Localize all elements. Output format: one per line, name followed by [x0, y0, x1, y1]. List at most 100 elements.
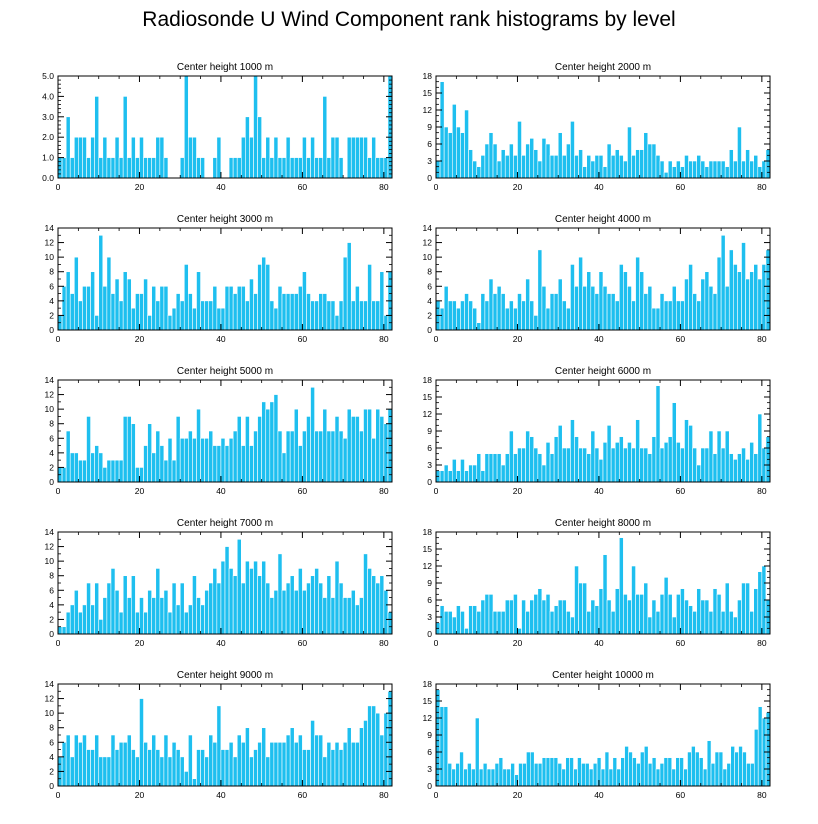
histogram-bar	[468, 605, 473, 635]
histogram-bar	[509, 430, 514, 483]
histogram-panel: Center height 7000 m 0 20 40 60 80 0 2 4 6 8 10 12 14	[45, 518, 393, 648]
histogram-bar	[467, 763, 472, 787]
histogram-bar	[655, 307, 661, 331]
histogram-bar	[135, 467, 140, 483]
histogram-bar	[753, 264, 759, 331]
histogram-bar	[745, 278, 750, 331]
histogram-bar	[557, 132, 563, 179]
histogram-bar	[240, 582, 246, 635]
histogram-bar	[720, 234, 726, 331]
histogram-bar	[261, 560, 267, 635]
histogram-bar	[728, 453, 734, 483]
histogram-bar	[704, 271, 710, 331]
histogram-bar	[541, 464, 547, 483]
histogram-bar	[375, 300, 381, 331]
histogram-bar	[716, 430, 722, 483]
x-tick-label: 60	[298, 334, 308, 344]
y-tick-label: 3	[427, 460, 432, 470]
y-tick-label: 2	[49, 614, 54, 624]
histogram-bar	[443, 706, 449, 787]
y-tick-label: 3.0	[42, 112, 54, 122]
histogram-bar	[632, 757, 637, 787]
histogram-bar	[196, 597, 201, 635]
histogram-bar	[761, 264, 767, 331]
histogram-bar	[468, 149, 473, 179]
histogram-bar	[704, 599, 710, 635]
histogram-bar	[647, 763, 653, 787]
histogram-bar	[318, 293, 324, 331]
histogram-bar	[447, 763, 453, 787]
histogram-bar	[110, 568, 116, 635]
histogram-bar	[102, 597, 108, 635]
histogram-bar	[663, 442, 669, 483]
histogram-bar	[314, 734, 319, 787]
y-tick-label: 6	[427, 595, 432, 605]
histogram-bar	[118, 611, 124, 635]
histogram-bar	[447, 132, 453, 179]
histogram-bar	[655, 768, 661, 787]
x-tick-label: 0	[56, 182, 61, 192]
y-tick-label: 10	[45, 252, 55, 262]
histogram-bar	[379, 734, 385, 787]
histogram-bar	[82, 459, 87, 483]
histogram-bar	[663, 757, 669, 787]
histogram-bar	[757, 706, 763, 787]
histogram-bar	[714, 751, 720, 787]
histogram-bar	[293, 157, 299, 179]
x-tick-label: 80	[379, 486, 389, 496]
histogram-bar	[131, 307, 136, 331]
histogram-bar	[261, 157, 267, 179]
y-tick-label: 14	[45, 679, 55, 689]
histogram-bar	[692, 160, 697, 179]
histogram-bar	[155, 136, 161, 179]
histogram-bar	[517, 293, 522, 331]
histogram-bar	[472, 160, 478, 179]
histogram-bar	[753, 453, 759, 483]
histogram-bar	[236, 416, 242, 483]
histogram-bar	[749, 271, 755, 331]
histogram-bar	[216, 582, 222, 635]
histogram-bar	[590, 599, 596, 635]
histogram-bar	[98, 157, 104, 179]
histogram-bar	[566, 611, 571, 635]
histogram-bar	[253, 749, 258, 787]
histogram-bar	[488, 453, 494, 483]
histogram-bar	[598, 459, 604, 483]
y-tick-label: 2	[49, 766, 54, 776]
histogram-bar	[326, 430, 332, 483]
histogram-bar	[118, 157, 124, 179]
histogram-bar	[69, 452, 75, 483]
histogram-bar	[476, 322, 482, 331]
histogram-bar	[484, 453, 490, 483]
x-tick-label: 80	[379, 638, 389, 648]
histogram-bar	[302, 749, 307, 787]
histogram-bar	[750, 763, 755, 787]
histogram-bar	[647, 285, 653, 331]
histogram-bar	[204, 300, 210, 331]
histogram-bar	[598, 588, 604, 635]
histogram-bar	[61, 467, 67, 483]
histogram-bar	[521, 599, 526, 635]
histogram-bar	[94, 734, 100, 787]
histogram-bar	[680, 588, 685, 635]
histogram-bar	[86, 285, 91, 331]
histogram-bar	[204, 589, 210, 635]
histogram-bar	[741, 447, 746, 483]
y-tick-label: 6	[49, 737, 54, 747]
histogram-bar	[463, 768, 468, 787]
histogram-bar	[314, 300, 319, 331]
histogram-bar	[159, 445, 165, 483]
histogram-bar	[310, 386, 315, 483]
histogram-bar	[147, 315, 152, 331]
histogram-bar	[659, 594, 665, 635]
histogram-bar	[322, 756, 328, 787]
histogram-bar	[310, 575, 315, 635]
histogram-bar	[334, 416, 340, 483]
histogram-bar	[471, 768, 476, 787]
histogram-bar	[61, 285, 67, 331]
histogram-bar	[671, 616, 677, 635]
histogram-bar	[318, 734, 324, 787]
histogram-bar	[525, 143, 530, 179]
histogram-bar	[126, 157, 132, 179]
histogram-bar	[155, 568, 161, 635]
